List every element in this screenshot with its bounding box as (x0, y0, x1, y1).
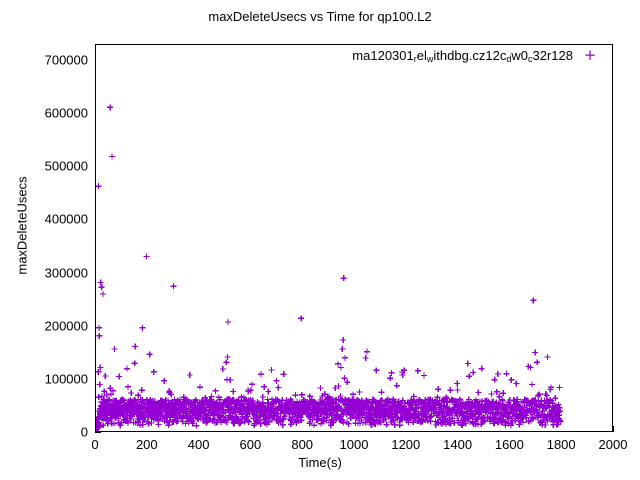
x-tick-label: 1000 (339, 437, 369, 452)
x-tick-label: 800 (291, 437, 314, 452)
x-tick-label: 400 (187, 437, 210, 452)
x-axis-label: Time(s) (298, 455, 342, 470)
y-tick-label: 300000 (44, 265, 88, 281)
scatter-points-layer (96, 104, 564, 431)
y-tick-mark (95, 432, 101, 433)
legend-plus-marker: + (583, 46, 597, 65)
legend: ma120301relwithdbg.cz12cdw0c32r128 + (352, 48, 607, 64)
x-tick-label: 1400 (443, 437, 473, 452)
x-tick-label: 1600 (494, 437, 524, 452)
x-tick-label: 600 (239, 437, 262, 452)
plot-area (95, 44, 613, 432)
x-tick-label: 200 (135, 437, 158, 452)
y-tick-label: 700000 (44, 52, 88, 68)
y-tick-label: 400000 (44, 211, 88, 227)
y-tick-label: 600000 (44, 105, 88, 121)
chart-title: maxDeleteUsecs vs Time for qp100.L2 (208, 9, 432, 24)
x-tick-label: 1800 (546, 437, 576, 452)
y-tick-label: 200000 (44, 318, 88, 334)
y-tick-label: 0 (80, 424, 88, 440)
y-tick-label: 500000 (44, 158, 88, 174)
legend-series-label: ma120301relwithdbg.cz12cdw0c32r128 (352, 48, 573, 64)
x-tick-label: 0 (91, 437, 99, 452)
x-tick-label: 1200 (391, 437, 421, 452)
x-tick-label: 2000 (598, 437, 628, 452)
x-tick-mark (613, 426, 614, 432)
y-tick-label: 100000 (44, 371, 88, 387)
